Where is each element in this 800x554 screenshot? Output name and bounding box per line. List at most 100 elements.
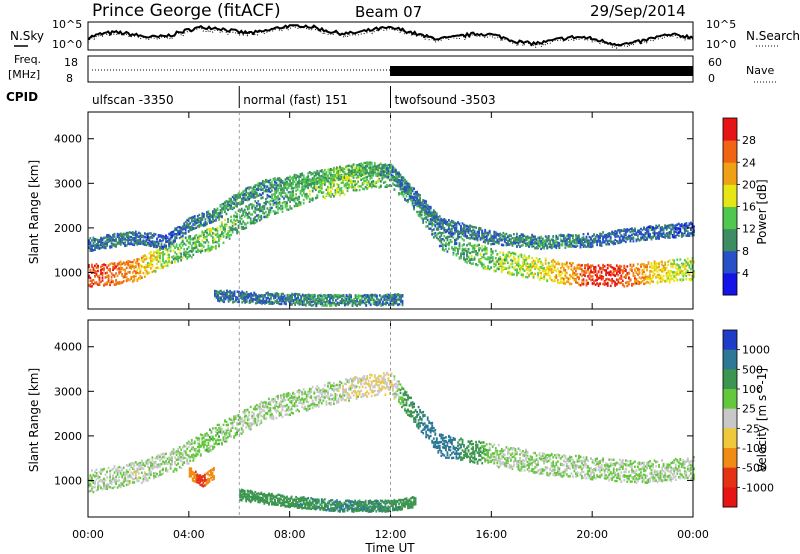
heatmap-cell <box>172 243 175 246</box>
heatmap-cell <box>98 282 101 285</box>
heatmap-cell <box>293 176 296 180</box>
heatmap-cell <box>97 242 99 245</box>
heatmap-cell <box>121 273 124 276</box>
heatmap-cell <box>263 201 266 205</box>
heatmap-cell <box>94 248 96 251</box>
heatmap-cell <box>284 186 287 189</box>
heatmap-cell <box>354 180 356 183</box>
heatmap-cell <box>414 202 417 205</box>
heatmap-cell <box>618 270 621 274</box>
heatmap-cell <box>543 245 546 248</box>
heatmap-cell <box>330 195 332 198</box>
heatmap-cell <box>201 230 204 233</box>
heatmap-cell <box>351 172 353 176</box>
heatmap-cell <box>693 270 695 273</box>
heatmap-cell <box>402 193 405 196</box>
heatmap-cell <box>543 243 546 247</box>
heatmap-cell <box>242 190 245 193</box>
heatmap-cell <box>271 181 273 184</box>
heatmap-cell <box>472 237 474 240</box>
heatmap-cell <box>516 235 518 238</box>
heatmap-cell <box>537 260 539 263</box>
heatmap-cell <box>659 274 662 277</box>
heatmap-cell <box>139 242 142 245</box>
heatmap-cell <box>245 188 248 191</box>
heatmap-cell <box>523 269 526 272</box>
heatmap-cell <box>98 246 101 250</box>
heatmap-cell <box>333 175 335 178</box>
heatmap-cell <box>283 181 285 185</box>
heatmap-cell <box>410 196 412 199</box>
heatmap-cell <box>360 185 363 188</box>
heatmap-cell <box>562 269 565 272</box>
heatmap-cell <box>543 272 546 276</box>
heatmap-cell <box>319 183 322 186</box>
heatmap-cell <box>417 194 420 198</box>
heatmap-cell <box>623 275 626 279</box>
heatmap-cell <box>644 266 647 269</box>
heatmap-cell <box>186 257 189 260</box>
heatmap-cell <box>517 259 520 263</box>
heatmap-cell <box>296 202 299 206</box>
heatmap-cell <box>165 248 167 251</box>
heatmap-cell <box>510 272 512 276</box>
heatmap-cell <box>263 182 266 185</box>
heatmap-cell <box>473 229 476 233</box>
station-title: Prince George (fitACF) <box>92 1 281 21</box>
heatmap-cell <box>451 232 453 235</box>
heatmap-cell <box>308 193 311 196</box>
heatmap-cell <box>667 260 670 263</box>
heatmap-cell <box>473 248 476 252</box>
heatmap-cell <box>283 191 285 194</box>
heatmap-cell <box>210 245 213 248</box>
heatmap-cell <box>174 233 176 236</box>
heatmap-cell <box>478 243 480 247</box>
heatmap-cell <box>653 262 656 265</box>
heatmap-cell <box>193 217 196 220</box>
heatmap-cell <box>438 231 441 234</box>
heatmap-cell <box>190 249 193 253</box>
heatmap-cell <box>429 207 432 210</box>
heatmap-cell <box>165 260 167 263</box>
heatmap-cell <box>535 242 538 245</box>
heatmap-cell <box>304 184 307 188</box>
heatmap-cell <box>445 220 447 224</box>
heatmap-cell <box>414 194 417 197</box>
heatmap-cell <box>446 229 449 233</box>
heatmap-cell <box>125 233 128 236</box>
heatmap-cell <box>661 280 663 283</box>
heatmap-cell <box>375 185 378 188</box>
heatmap-cell <box>316 176 319 180</box>
heatmap-cell <box>523 239 526 242</box>
heatmap-cell <box>130 236 133 239</box>
heatmap-cell <box>118 262 121 266</box>
heatmap-cell <box>269 199 272 203</box>
heatmap-cell <box>587 275 589 278</box>
heatmap-cell <box>378 179 381 182</box>
heatmap-cell <box>190 238 193 241</box>
heatmap-cell <box>559 266 562 270</box>
heatmap-cell <box>529 241 532 244</box>
heatmap-cell <box>484 235 487 239</box>
heatmap-cell <box>89 247 92 250</box>
heatmap-cell <box>537 245 539 249</box>
heatmap-cell <box>236 205 238 208</box>
heatmap-cell <box>395 174 397 178</box>
heatmap-cell <box>463 256 465 259</box>
heatmap-cell <box>389 164 391 167</box>
heatmap-cell <box>541 239 544 242</box>
heatmap-cell <box>372 168 375 171</box>
heatmap-cell <box>428 220 431 224</box>
heatmap-cell <box>650 270 653 273</box>
heatmap-cell <box>298 195 300 199</box>
heatmap-cell <box>137 272 140 275</box>
heatmap-cell <box>101 276 104 279</box>
heatmap-cell <box>372 184 375 188</box>
heatmap-cell <box>198 242 201 245</box>
heatmap-cell <box>284 195 287 198</box>
heatmap-cell <box>193 235 196 238</box>
heatmap-cell <box>207 233 210 236</box>
heatmap-cell <box>437 238 440 241</box>
heatmap-cell <box>615 278 618 281</box>
heatmap-cell <box>119 239 122 242</box>
